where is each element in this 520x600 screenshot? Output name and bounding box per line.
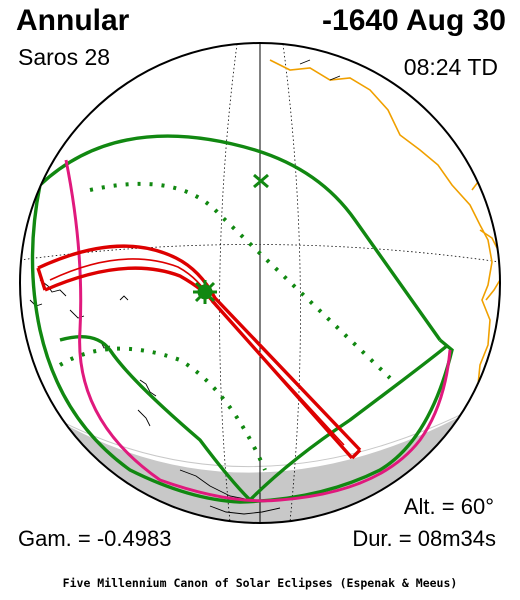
eclipse-type-title: Annular bbox=[16, 4, 130, 37]
penumbra-dotted-limits bbox=[58, 181, 392, 471]
eclipse-date: -1640 Aug 30 bbox=[322, 4, 506, 37]
central-duration: Dur. = 08m34s bbox=[352, 526, 496, 551]
gamma-value: Gam. = -0.4983 bbox=[18, 526, 172, 551]
globe-outline bbox=[19, 42, 501, 524]
equator bbox=[20, 244, 500, 263]
sun-altitude: Alt. = 60° bbox=[403, 494, 494, 519]
penumbra-outline bbox=[30, 134, 454, 504]
footer-credit: Five Millennium Canon of Solar Eclipses … bbox=[62, 576, 458, 590]
eclipse-time: 08:24 TD bbox=[403, 54, 498, 80]
saros-number: Saros 28 bbox=[18, 44, 111, 70]
meridian-east bbox=[282, 43, 301, 523]
rise-set-curve bbox=[64, 159, 452, 503]
sub-solar-cross-icon bbox=[253, 173, 269, 189]
meridian-west bbox=[219, 43, 238, 523]
greatest-eclipse-star-icon bbox=[193, 280, 217, 304]
